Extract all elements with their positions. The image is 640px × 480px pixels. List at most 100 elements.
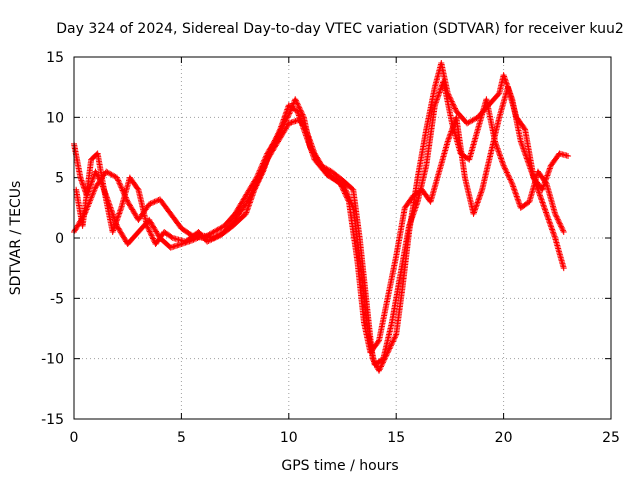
data-point	[375, 338, 382, 345]
data-point	[116, 180, 123, 187]
data-point	[265, 153, 272, 160]
data-point	[434, 95, 441, 102]
data-point	[91, 185, 98, 192]
data-point	[310, 152, 317, 159]
data-point	[389, 338, 396, 345]
data-point	[500, 161, 507, 168]
data-point	[295, 112, 302, 119]
data-point	[275, 130, 282, 137]
data-point	[535, 189, 542, 196]
data-point	[260, 167, 267, 174]
data-point	[299, 123, 306, 130]
data-point	[444, 138, 451, 145]
data-point	[411, 208, 418, 215]
data-point	[434, 93, 441, 100]
y-axis-label: SDTVAR / TECUs	[8, 181, 24, 296]
plot-frame	[73, 56, 612, 420]
data-point	[279, 119, 286, 126]
data-point	[116, 209, 123, 216]
data-point	[548, 223, 555, 230]
data-point	[295, 111, 302, 118]
data-point	[501, 163, 508, 170]
data-point	[298, 121, 305, 128]
data-point	[511, 186, 518, 193]
data-point	[407, 218, 414, 225]
data-point	[493, 141, 500, 148]
data-point	[309, 150, 316, 157]
data-point	[552, 210, 559, 217]
data-point	[109, 228, 116, 235]
data-point	[115, 178, 122, 185]
data-point	[447, 129, 454, 136]
data-point	[345, 193, 352, 200]
data-point	[505, 173, 512, 180]
data-point	[550, 230, 557, 237]
data-point	[551, 233, 558, 240]
data-point	[93, 169, 100, 176]
data-point	[273, 134, 280, 141]
data-point	[259, 170, 266, 177]
data-point	[111, 223, 118, 230]
data-point	[536, 190, 543, 197]
data-point	[110, 226, 117, 233]
data-point	[204, 238, 211, 245]
data-point	[300, 126, 307, 133]
data-point	[148, 200, 155, 207]
data-point	[554, 216, 561, 223]
data-point	[281, 115, 288, 122]
data-point	[255, 178, 262, 185]
data-point	[293, 99, 300, 106]
data-point	[147, 229, 154, 236]
data-point	[292, 97, 299, 104]
data-point	[250, 188, 257, 195]
data-point	[279, 120, 286, 127]
data-point	[273, 133, 280, 140]
data-point	[475, 196, 482, 203]
data-point	[306, 142, 313, 149]
data-point	[297, 116, 304, 123]
data-point	[146, 227, 153, 234]
data-point	[117, 206, 124, 213]
data-point	[553, 213, 560, 220]
data-point	[517, 138, 524, 145]
data-point	[503, 169, 510, 176]
data-point	[407, 220, 414, 227]
data-point	[266, 150, 273, 157]
data-point	[262, 161, 269, 168]
data-point	[266, 151, 273, 158]
data-point	[540, 200, 547, 207]
data-point	[470, 210, 477, 217]
data-point	[214, 233, 221, 240]
data-point	[168, 234, 175, 241]
data-point	[110, 227, 117, 234]
data-point	[450, 102, 457, 109]
data-point	[544, 172, 551, 179]
data-point	[261, 165, 268, 172]
data-point	[545, 168, 552, 175]
data-point	[499, 158, 506, 165]
data-point	[307, 143, 314, 150]
data-point	[376, 366, 383, 373]
data-point	[500, 162, 507, 169]
data-point	[277, 126, 284, 133]
data-point	[149, 234, 156, 241]
data-point	[115, 177, 122, 184]
data-point	[475, 198, 482, 205]
data-point	[294, 100, 301, 107]
data-point	[493, 142, 500, 149]
data-point	[378, 362, 385, 369]
data-point	[209, 235, 216, 242]
data-point	[500, 72, 507, 79]
data-point	[471, 208, 478, 215]
data-point	[115, 211, 122, 218]
data-point	[435, 90, 442, 97]
data-point	[278, 123, 285, 130]
data-point	[414, 200, 421, 207]
data-point	[267, 147, 274, 154]
data-point	[545, 215, 552, 222]
data-point	[388, 341, 395, 348]
data-point	[547, 220, 554, 227]
data-point	[267, 148, 274, 155]
data-point	[299, 122, 306, 129]
data-point	[431, 102, 438, 109]
